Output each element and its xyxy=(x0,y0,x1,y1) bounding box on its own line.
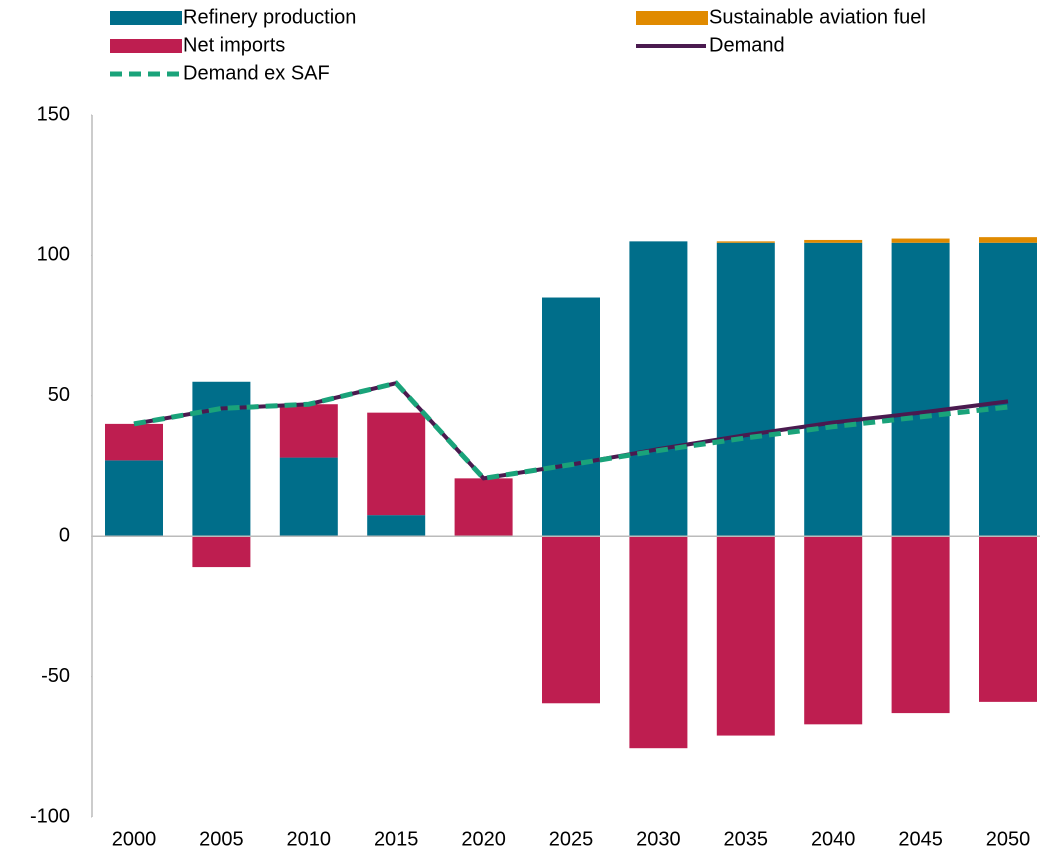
x-tick-label: 2025 xyxy=(549,828,594,850)
legend-label: Refinery production xyxy=(183,6,356,28)
bar xyxy=(105,460,163,537)
bar xyxy=(891,242,950,537)
bar xyxy=(891,536,950,714)
legend-label: Demand xyxy=(709,34,785,56)
bar xyxy=(629,241,688,537)
legend-swatch xyxy=(110,39,180,53)
y-tick-label: -100 xyxy=(30,805,70,827)
bar xyxy=(454,478,513,537)
x-tick-label: 2010 xyxy=(287,828,332,850)
bar xyxy=(979,536,1037,702)
x-tick-label: 2020 xyxy=(461,828,506,850)
x-tick-label: 2040 xyxy=(811,828,856,850)
bar xyxy=(105,423,163,461)
bar xyxy=(367,515,426,537)
x-tick-label: 2050 xyxy=(986,828,1031,850)
bar xyxy=(192,381,251,537)
bar xyxy=(716,242,775,537)
bar xyxy=(716,536,775,736)
y-tick-label: 0 xyxy=(59,524,70,546)
y-tick-label: 100 xyxy=(37,244,70,266)
legend-label: Demand ex SAF xyxy=(183,62,330,84)
bar xyxy=(891,238,950,243)
y-tick-label: 50 xyxy=(48,384,70,406)
bar xyxy=(542,536,600,704)
y-tick-label: 150 xyxy=(37,103,70,125)
x-tick-label: 2000 xyxy=(112,828,157,850)
bar xyxy=(979,242,1037,537)
x-tick-label: 2035 xyxy=(724,828,769,850)
bar xyxy=(542,297,600,537)
line xyxy=(133,380,1009,482)
bar xyxy=(804,242,863,537)
legend-swatch xyxy=(110,11,180,25)
y-tick-label: -50 xyxy=(41,665,70,687)
bar xyxy=(192,536,251,568)
bar xyxy=(279,457,338,537)
bar xyxy=(804,239,863,243)
x-tick-label: 2015 xyxy=(374,828,419,850)
bar xyxy=(279,404,338,458)
x-tick-label: 2045 xyxy=(898,828,943,850)
bar xyxy=(716,241,775,243)
legend-label: Sustainable aviation fuel xyxy=(709,6,926,28)
bar xyxy=(804,536,863,725)
bar xyxy=(629,536,688,749)
x-tick-label: 2030 xyxy=(636,828,681,850)
legend-swatch xyxy=(636,11,706,25)
bar xyxy=(979,237,1037,243)
legend-label: Net imports xyxy=(183,34,285,56)
x-tick-label: 2005 xyxy=(199,828,244,850)
bar xyxy=(367,412,426,516)
